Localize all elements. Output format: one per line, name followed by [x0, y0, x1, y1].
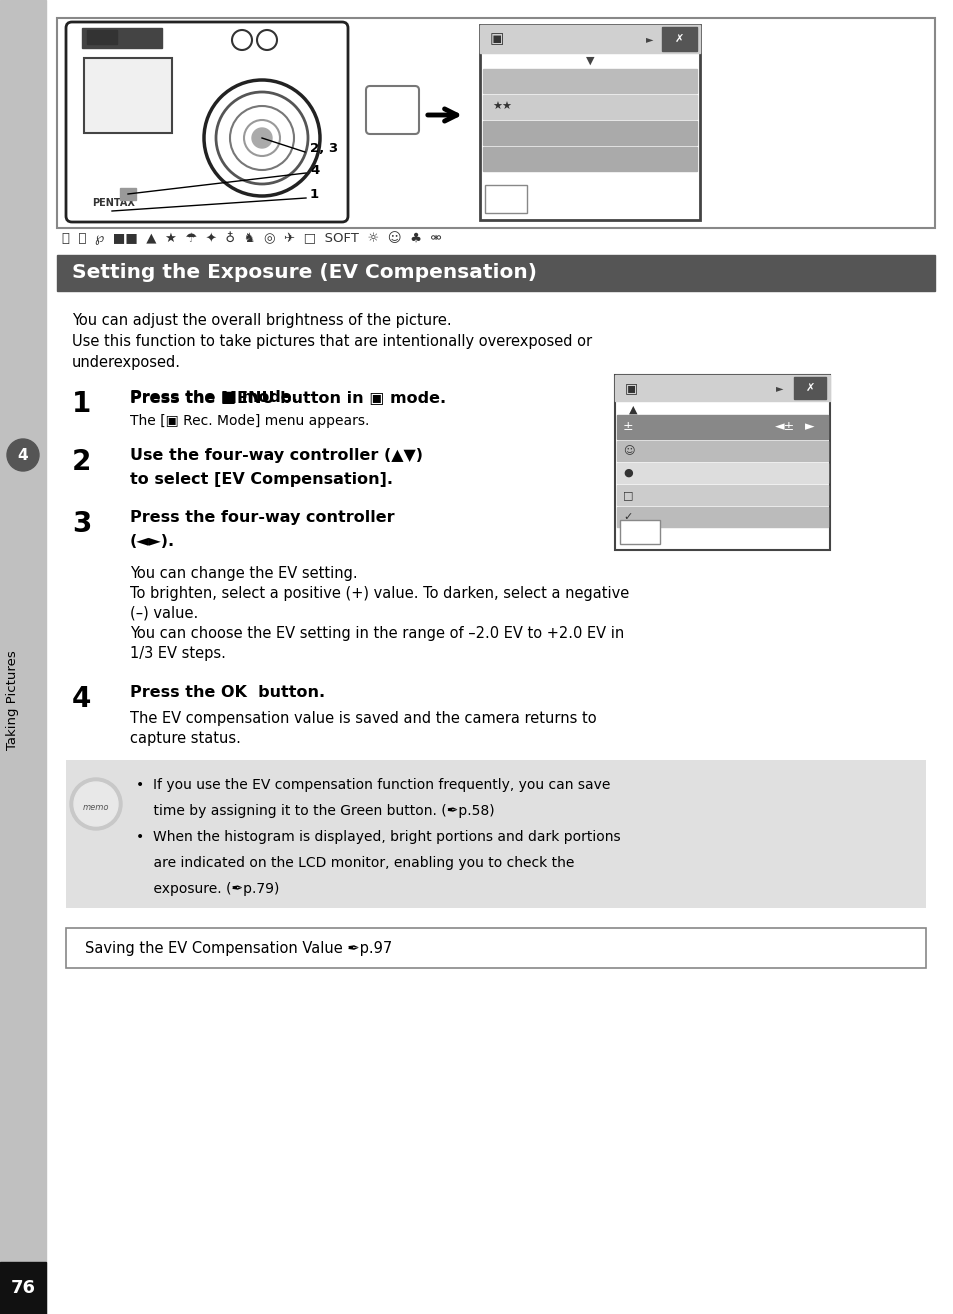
Bar [482, 70, 697, 93]
FancyBboxPatch shape [366, 85, 418, 134]
Text: ►: ► [645, 34, 653, 43]
Bar [793, 377, 825, 399]
Bar [57, 18, 934, 229]
Text: time by assigning it to the Green button. (✒p.58): time by assigning it to the Green button… [136, 804, 494, 819]
Text: 1: 1 [71, 390, 91, 418]
Bar [479, 25, 700, 53]
Bar [120, 188, 136, 200]
Bar [0, 0, 46, 1314]
Text: 1/3 EV steps.: 1/3 EV steps. [130, 646, 226, 661]
Bar [66, 928, 925, 968]
Text: to select [EV Compensation].: to select [EV Compensation]. [130, 472, 393, 487]
Text: ±: ± [622, 420, 633, 434]
Text: ◄±: ◄± [774, 420, 795, 434]
FancyBboxPatch shape [66, 22, 348, 222]
Text: The EV compensation value is saved and the camera returns to: The EV compensation value is saved and t… [130, 711, 596, 727]
Text: Saving the EV Compensation Value ✒p.97: Saving the EV Compensation Value ✒p.97 [85, 941, 392, 955]
Bar [615, 374, 829, 401]
Text: ✗: ✗ [674, 34, 683, 43]
Text: •  When the histogram is displayed, bright portions and dark portions: • When the histogram is displayed, brigh… [136, 830, 620, 844]
Text: ★★: ★★ [492, 102, 512, 112]
Text: □: □ [622, 490, 633, 501]
Text: Press the MENU button in ▣ mode.: Press the MENU button in ▣ mode. [130, 390, 446, 405]
Bar [617, 463, 827, 484]
Text: You can choose the EV setting in the range of –2.0 EV to +2.0 EV in: You can choose the EV setting in the ran… [130, 625, 623, 641]
Text: ▼: ▼ [585, 57, 594, 66]
Text: ►: ► [776, 382, 783, 393]
Bar [617, 485, 827, 505]
Text: Press the ■ mode.: Press the ■ mode. [130, 390, 297, 405]
Circle shape [70, 778, 122, 830]
Bar [84, 58, 172, 133]
Text: To brighten, select a positive (+) value. To darken, select a negative: To brighten, select a positive (+) value… [130, 586, 629, 600]
Text: ☺: ☺ [622, 445, 634, 456]
Text: 76: 76 [10, 1279, 35, 1297]
Text: ●: ● [622, 468, 632, 478]
Bar [482, 147, 697, 171]
Text: Use this function to take pictures that are intentionally overexposed or: Use this function to take pictures that … [71, 334, 592, 350]
Text: memo: memo [83, 803, 110, 812]
Text: You can change the EV setting.: You can change the EV setting. [130, 566, 357, 581]
Text: Taking Pictures: Taking Pictures [7, 650, 19, 750]
Text: 4: 4 [18, 448, 29, 463]
Bar [0, 1261, 46, 1314]
Text: Ⓟ  Ｗ  ℘  ■■  ▲  ★  ☂  ✦  ♁  ♞  ◎  ✈  □  SOFT  ☼  ☺  ♣  ⚮: Ⓟ Ｗ ℘ ■■ ▲ ★ ☂ ✦ ♁ ♞ ◎ ✈ □ SOFT ☼ ☺ ♣ ⚮ [62, 231, 441, 244]
Text: Setting the Exposure (EV Compensation): Setting the Exposure (EV Compensation) [71, 264, 537, 283]
Text: •  If you use the EV compensation function frequently, you can save: • If you use the EV compensation functio… [136, 778, 610, 792]
Text: (–) value.: (–) value. [130, 606, 198, 622]
Text: are indicated on the LCD monitor, enabling you to check the: are indicated on the LCD monitor, enabli… [136, 855, 574, 870]
Text: Use the four-way controller (▲▼): Use the four-way controller (▲▼) [130, 448, 422, 463]
Text: 2: 2 [71, 448, 91, 476]
Text: underexposed.: underexposed. [71, 355, 181, 371]
Circle shape [74, 782, 118, 827]
Text: Press the four-way controller: Press the four-way controller [130, 510, 395, 526]
Circle shape [7, 439, 39, 470]
Bar [617, 442, 827, 461]
Bar [482, 121, 697, 145]
Text: capture status.: capture status. [130, 731, 240, 746]
Bar [484, 185, 526, 213]
Bar [57, 255, 934, 290]
Bar [617, 507, 827, 527]
Text: 4: 4 [310, 163, 319, 176]
Bar [617, 415, 827, 439]
Text: (◄►).: (◄►). [130, 533, 175, 549]
Circle shape [252, 127, 272, 148]
Bar [661, 28, 697, 51]
Text: 1: 1 [310, 188, 319, 201]
Text: Press the OK  button.: Press the OK button. [130, 685, 325, 700]
Text: ✓: ✓ [622, 512, 632, 522]
Text: ▣: ▣ [624, 381, 638, 396]
Bar [615, 374, 829, 551]
Bar [82, 28, 162, 49]
Text: 3: 3 [71, 510, 91, 537]
Text: 2, 3: 2, 3 [310, 142, 337, 155]
Text: You can adjust the overall brightness of the picture.: You can adjust the overall brightness of… [71, 313, 451, 328]
Bar [619, 520, 659, 544]
Text: 4: 4 [71, 685, 91, 714]
Bar [87, 30, 117, 43]
Bar [482, 95, 697, 120]
Text: ►: ► [804, 420, 814, 434]
Text: ▣: ▣ [490, 32, 504, 46]
Text: ▼: ▼ [628, 523, 637, 533]
Bar [66, 759, 925, 908]
Text: exposure. (✒p.79): exposure. (✒p.79) [136, 882, 279, 896]
Text: ▲: ▲ [628, 405, 637, 415]
Text: PENTAX: PENTAX [91, 198, 134, 208]
Text: The [▣ Rec. Mode] menu appears.: The [▣ Rec. Mode] menu appears. [130, 414, 369, 428]
Text: ✗: ✗ [804, 382, 814, 393]
Bar [479, 25, 700, 219]
